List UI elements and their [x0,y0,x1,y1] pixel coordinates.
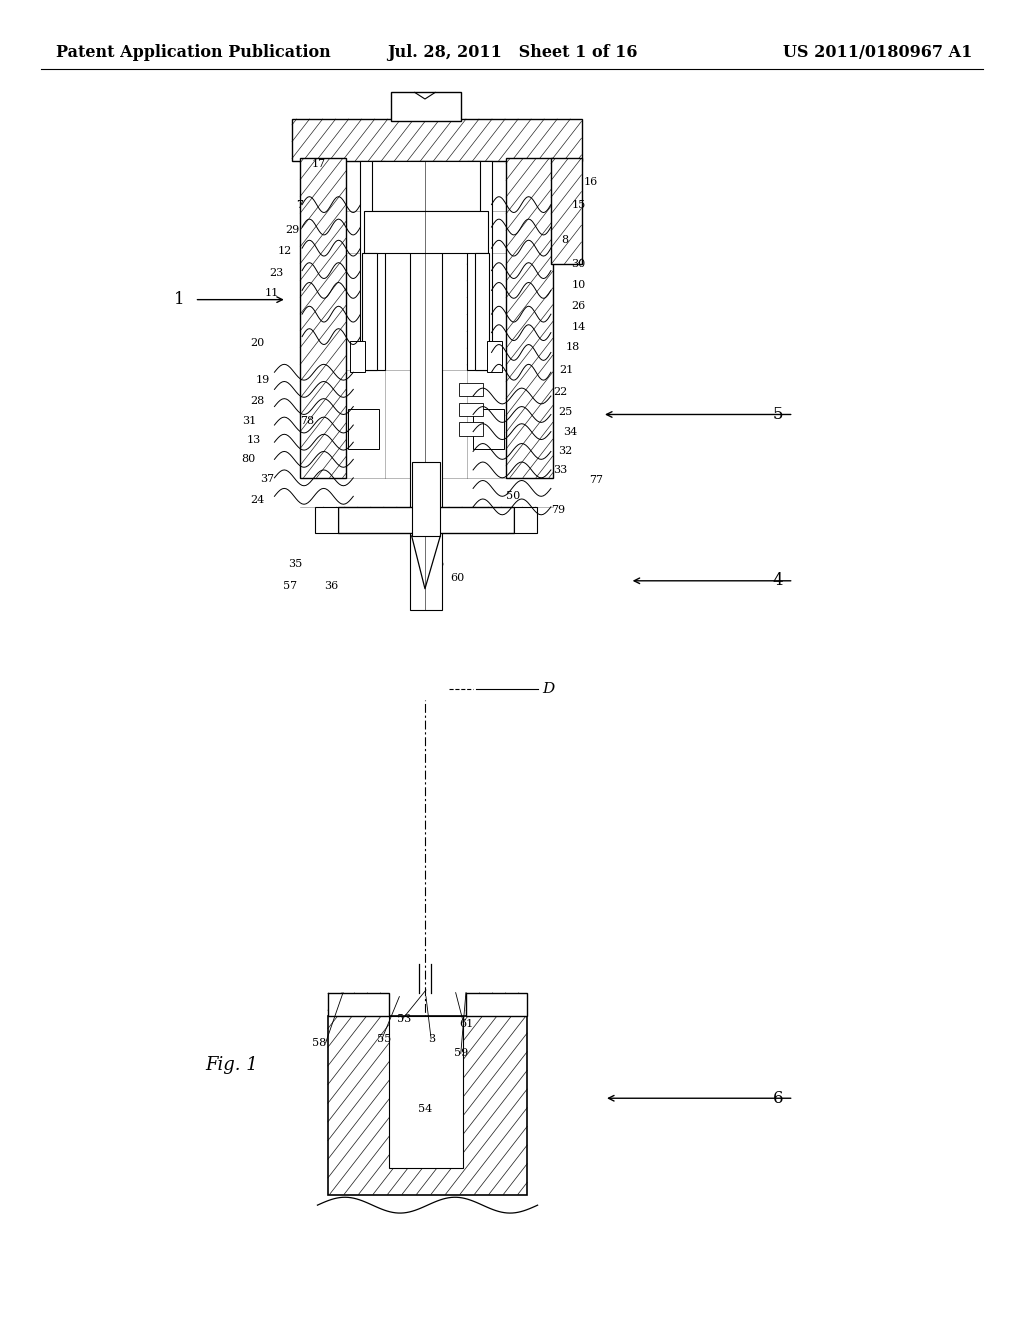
Text: 27: 27 [508,510,522,520]
Text: 23: 23 [269,268,284,279]
Text: 28: 28 [250,396,264,407]
Bar [364,211,488,253]
Text: 50: 50 [506,491,520,502]
Text: 77: 77 [589,475,603,486]
Text: Jul. 28, 2011   Sheet 1 of 16: Jul. 28, 2011 Sheet 1 of 16 [387,45,637,61]
Text: 53: 53 [397,1014,412,1024]
Bar [459,403,483,416]
Text: 19: 19 [256,375,270,385]
Bar [338,507,514,533]
Text: 79: 79 [551,504,565,515]
Bar [328,1016,527,1195]
Text: 55: 55 [377,1034,391,1044]
Text: 61: 61 [459,1019,473,1030]
Text: 22: 22 [553,387,567,397]
Text: 9: 9 [410,573,417,583]
Text: 80: 80 [242,454,256,465]
Bar [328,993,389,1016]
Text: 33: 33 [553,465,567,475]
Text: 11: 11 [264,288,279,298]
Bar [315,507,338,533]
Text: 8: 8 [561,235,568,246]
Text: 14: 14 [571,322,586,333]
Bar [348,409,379,449]
Text: 37: 37 [260,474,274,484]
Text: 30: 30 [571,259,586,269]
Text: 24: 24 [250,495,264,506]
Bar [292,119,582,161]
Bar [473,409,504,449]
Bar [466,993,527,1016]
Text: 4: 4 [773,573,783,589]
Bar [391,92,461,121]
Bar [506,158,553,478]
Text: 31: 31 [242,416,256,426]
Text: 36: 36 [324,581,338,591]
Bar [459,422,483,436]
Text: 20: 20 [250,338,264,348]
Bar [372,161,480,211]
Bar [459,383,483,396]
Text: 18: 18 [565,342,580,352]
Text: 57: 57 [283,581,297,591]
Bar [514,507,537,533]
Bar [350,341,365,372]
Text: 54: 54 [418,1104,432,1114]
Text: 15: 15 [571,199,586,210]
Text: 1: 1 [174,292,184,308]
Bar [412,462,440,536]
Text: 29: 29 [285,224,299,235]
Text: 59: 59 [454,1048,468,1059]
Text: 35: 35 [288,558,302,569]
Bar [487,341,502,372]
Text: 60: 60 [451,573,465,583]
Text: 25: 25 [558,407,572,417]
Bar [410,161,442,610]
Text: 10: 10 [571,280,586,290]
Bar [300,158,346,478]
Text: 58: 58 [312,1038,327,1048]
Text: 78: 78 [300,416,314,426]
Text: 7: 7 [296,199,303,210]
Text: 6: 6 [773,1090,783,1106]
Text: 3: 3 [429,1034,435,1044]
Text: 17: 17 [311,158,326,169]
Bar [467,161,492,370]
Text: 26: 26 [571,301,586,312]
Text: 35: 35 [430,558,444,569]
Bar [551,158,582,264]
Text: Patent Application Publication: Patent Application Publication [56,45,331,61]
Bar [475,253,489,370]
Text: US 2011/0180967 A1: US 2011/0180967 A1 [783,45,973,61]
Text: 32: 32 [558,446,572,457]
Text: 34: 34 [563,426,578,437]
Text: 13: 13 [247,434,261,445]
Bar [360,161,385,370]
Text: 5: 5 [773,407,783,422]
Text: 16: 16 [584,177,598,187]
Text: 12: 12 [278,246,292,256]
Text: Fig. 1: Fig. 1 [205,1056,258,1074]
Bar [362,253,377,370]
Text: D: D [543,682,555,696]
Text: 21: 21 [559,364,573,375]
Bar [389,1016,463,1168]
